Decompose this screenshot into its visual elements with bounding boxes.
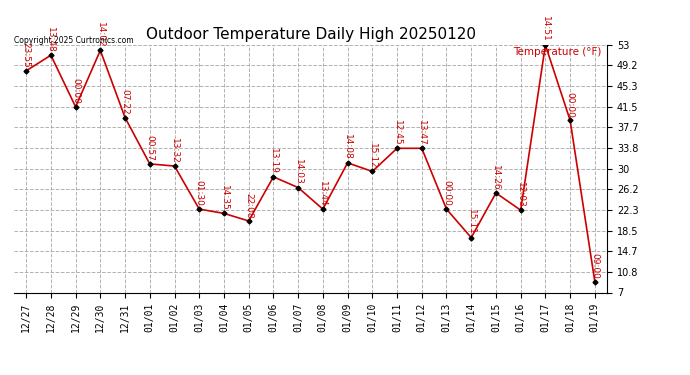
Text: 13:32: 13:32: [170, 138, 179, 163]
Text: Temperature (°F): Temperature (°F): [513, 48, 601, 57]
Text: 14:08: 14:08: [343, 134, 352, 160]
Text: 13:48: 13:48: [46, 27, 55, 52]
Text: 13:44: 13:44: [318, 181, 327, 206]
Text: 14:26: 14:26: [491, 165, 500, 190]
Text: 00:00: 00:00: [566, 92, 575, 117]
Text: 00:00: 00:00: [71, 78, 80, 104]
Title: Outdoor Temperature Daily High 20250120: Outdoor Temperature Daily High 20250120: [146, 27, 475, 42]
Text: 12:45: 12:45: [393, 120, 402, 146]
Text: 13:19: 13:19: [269, 148, 278, 174]
Text: 15:12: 15:12: [368, 143, 377, 169]
Text: 07:22: 07:22: [121, 89, 130, 115]
Text: 14:35: 14:35: [219, 185, 228, 211]
Text: Copyright 2025 Curtronics.com: Copyright 2025 Curtronics.com: [14, 36, 133, 45]
Text: 12:03: 12:03: [516, 182, 525, 207]
Text: 00:00: 00:00: [442, 180, 451, 206]
Text: 09:00: 09:00: [591, 253, 600, 279]
Text: 01:30: 01:30: [195, 180, 204, 206]
Text: 00:57: 00:57: [146, 135, 155, 161]
Text: 13:47: 13:47: [417, 120, 426, 146]
Text: 14:02: 14:02: [96, 22, 105, 48]
Text: 23:55: 23:55: [21, 42, 30, 68]
Text: 14:03: 14:03: [294, 159, 303, 185]
Text: 14:51: 14:51: [541, 16, 550, 42]
Text: 15:11: 15:11: [466, 209, 475, 235]
Text: 22:08: 22:08: [244, 192, 253, 218]
